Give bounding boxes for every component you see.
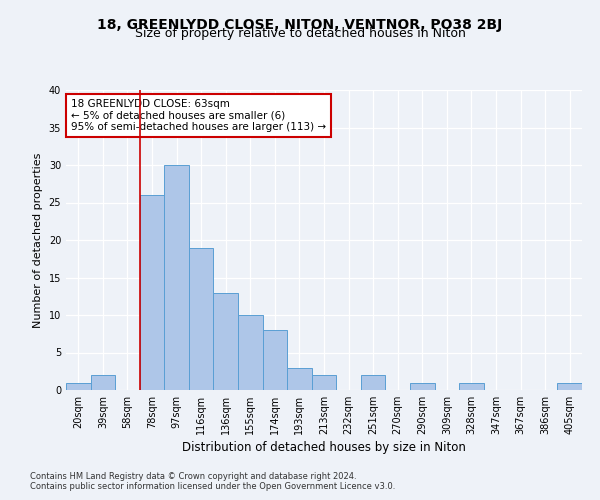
Bar xyxy=(459,382,484,390)
Y-axis label: Number of detached properties: Number of detached properties xyxy=(33,152,43,328)
Text: 18 GREENLYDD CLOSE: 63sqm
← 5% of detached houses are smaller (6)
95% of semi-de: 18 GREENLYDD CLOSE: 63sqm ← 5% of detach… xyxy=(71,99,326,132)
Bar xyxy=(189,248,214,390)
Text: Contains public sector information licensed under the Open Government Licence v3: Contains public sector information licen… xyxy=(30,482,395,491)
Bar xyxy=(164,165,189,390)
X-axis label: Distribution of detached houses by size in Niton: Distribution of detached houses by size … xyxy=(182,441,466,454)
Bar xyxy=(263,330,287,390)
Bar xyxy=(66,382,91,390)
Bar xyxy=(91,375,115,390)
Bar xyxy=(238,315,263,390)
Bar xyxy=(287,368,312,390)
Bar xyxy=(214,292,238,390)
Bar xyxy=(361,375,385,390)
Text: Size of property relative to detached houses in Niton: Size of property relative to detached ho… xyxy=(134,28,466,40)
Bar xyxy=(140,195,164,390)
Text: 18, GREENLYDD CLOSE, NITON, VENTNOR, PO38 2BJ: 18, GREENLYDD CLOSE, NITON, VENTNOR, PO3… xyxy=(97,18,503,32)
Bar xyxy=(312,375,336,390)
Bar xyxy=(557,382,582,390)
Bar xyxy=(410,382,434,390)
Text: Contains HM Land Registry data © Crown copyright and database right 2024.: Contains HM Land Registry data © Crown c… xyxy=(30,472,356,481)
